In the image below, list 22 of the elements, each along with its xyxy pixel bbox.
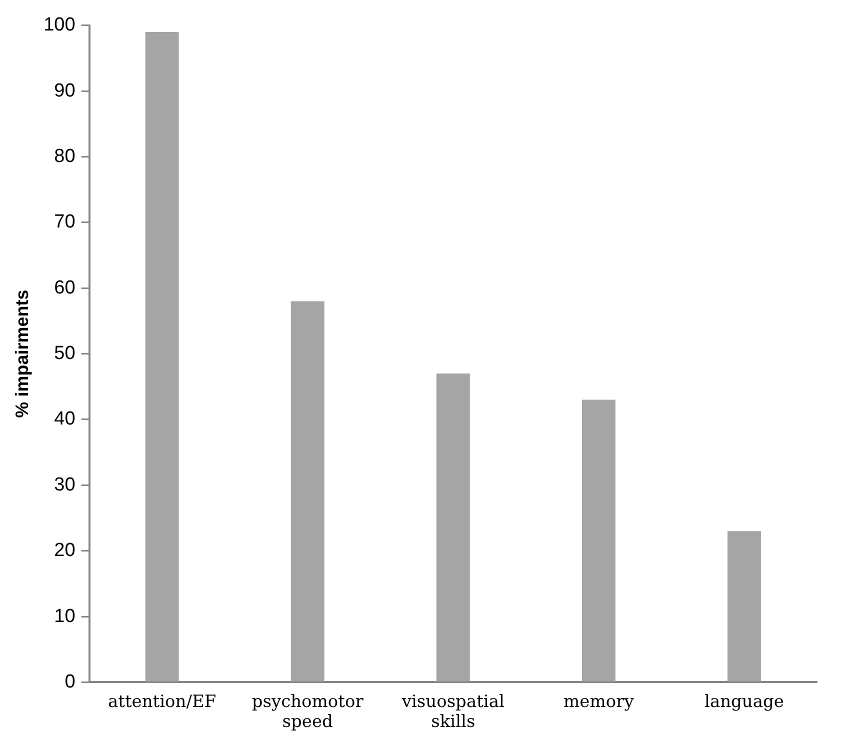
bar (145, 32, 179, 682)
x-tick-label: psychomotor speed (252, 692, 364, 732)
y-tick-label: 100 (44, 14, 76, 36)
x-tick-label: attention/EF (108, 692, 216, 712)
y-tick-label: 40 (54, 408, 76, 430)
y-tick-label: 50 (54, 343, 76, 364)
y-tick-label: 60 (54, 277, 76, 298)
y-tick-label: 0 (64, 671, 76, 692)
y-tick-label: 30 (54, 474, 76, 496)
x-tick-label: visuospatial skills (400, 692, 504, 732)
bar (582, 400, 616, 682)
bar (290, 301, 324, 682)
y-tick-label: 20 (54, 540, 76, 562)
x-tick-label: memory (564, 692, 634, 712)
bar (727, 531, 761, 682)
y-tick-label: 10 (54, 606, 76, 627)
y-axis-title: % impairments (12, 290, 32, 418)
y-tick-label: 70 (54, 212, 76, 233)
y-tick-label: 80 (54, 146, 76, 167)
y-tick-label: 90 (54, 80, 76, 102)
x-tick-label: language (704, 692, 784, 712)
bar (436, 374, 470, 682)
